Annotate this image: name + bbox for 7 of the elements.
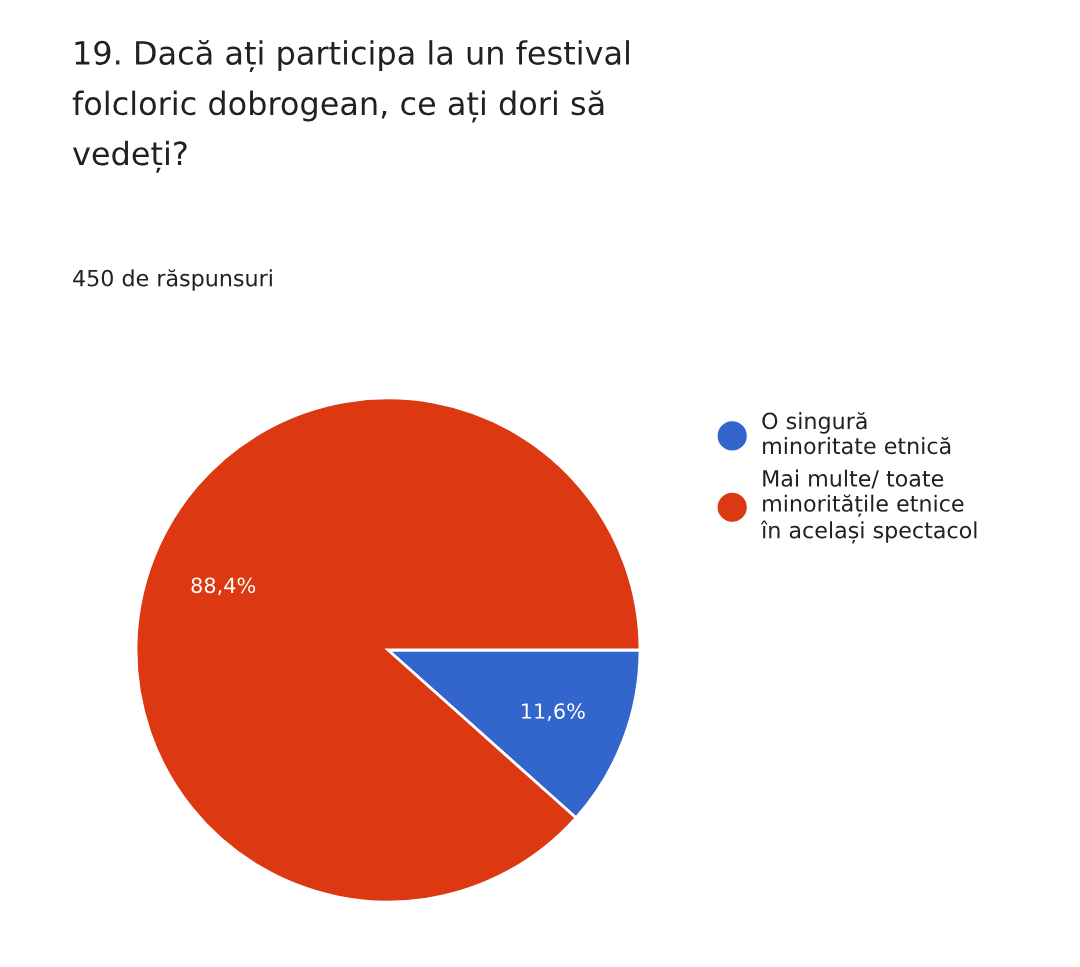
data-label: 11,6%	[522, 703, 585, 722]
chart-subtitle: 450 de răspunsuri	[73, 269, 272, 291]
legend-label: Mai multe/ toate minoritățile etnice în același spectacol	[760, 469, 977, 544]
pie-slice	[134, 396, 642, 904]
legend-label: O singură minoritate etnică	[762, 412, 951, 455]
data-label: 88,4%	[191, 577, 256, 596]
chart-title: 19. Dacă ați participa la un festival folcloric dobrogean, ce ați dori să vedeți?	[72, 40, 629, 173]
